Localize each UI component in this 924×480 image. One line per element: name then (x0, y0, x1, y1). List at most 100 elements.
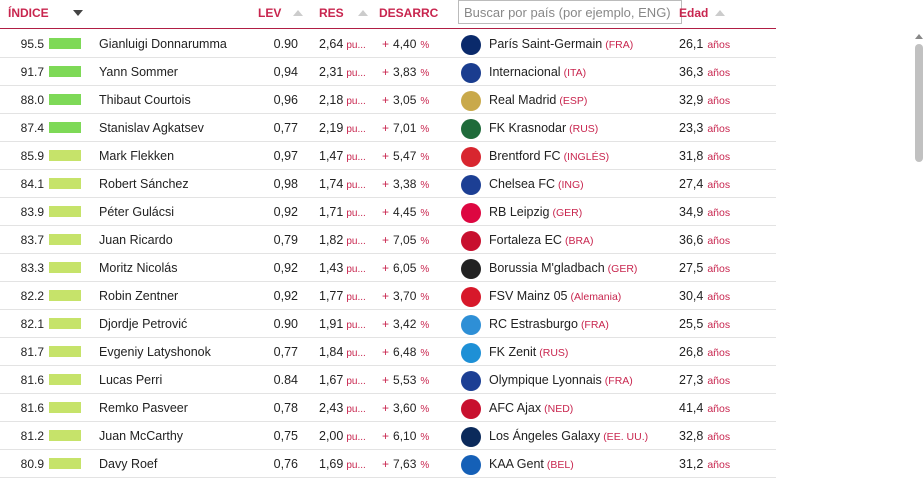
age-unit: años (707, 179, 731, 191)
table-row[interactable]: 81.6 Remko Pasveer 0,78 2,43 pu... +3,60%… (0, 394, 776, 422)
table-row[interactable]: 85.9 Mark Flekken 0,97 1,47 pu... +5,47% … (0, 142, 776, 170)
club-name: AFC Ajax (489, 401, 542, 415)
sort-edad-header[interactable]: Edad (679, 6, 726, 20)
sort-indice-header[interactable]: ÍNDICE (8, 6, 83, 20)
player-name[interactable]: Péter Gulácsi (99, 205, 175, 219)
club-name: KAA Gent (489, 457, 544, 471)
club-cell[interactable]: KAA Gent (BEL) (489, 457, 574, 471)
res-value: 2,18 (319, 93, 344, 107)
res-unit: pu... (346, 40, 366, 51)
lev-value: 0,97 (273, 149, 298, 163)
club-cell[interactable]: RC Estrasburgo (FRA) (489, 317, 609, 331)
club-cell[interactable]: Fortaleza EC (BRA) (489, 233, 594, 247)
club-cell[interactable]: Chelsea FC (ING) (489, 177, 584, 191)
player-name[interactable]: Robin Zentner (99, 289, 179, 303)
table-row[interactable]: 87.4 Stanislav Agkatsev 0,77 2,19 pu... +… (0, 114, 776, 142)
player-name[interactable]: Moritz Nicolás (99, 261, 178, 275)
club-country: (FRA) (604, 375, 633, 387)
desarrollo-cell: +6,05% (382, 261, 429, 275)
club-cell[interactable]: Los Ángeles Galaxy (EE. UU.) (489, 429, 648, 443)
table-row[interactable]: 81.2 Juan McCarthy 0,75 2,00 pu... +6,10%… (0, 422, 776, 450)
index-bar (49, 94, 81, 105)
club-cell[interactable]: Real Madrid (ESP) (489, 93, 587, 107)
age-cell: 27,3 años (679, 373, 730, 387)
res-cell: 1,91 pu... (319, 317, 366, 331)
table-row[interactable]: 80.9 Davy Roef 0,76 1,69 pu... +7,63% KAA… (0, 450, 776, 478)
player-name[interactable]: Remko Pasveer (99, 401, 188, 415)
index-bar (49, 38, 81, 49)
club-country: (EE. UU.) (603, 431, 649, 443)
res-unit: pu... (346, 124, 366, 135)
club-cell[interactable]: FK Krasnodar (RUS) (489, 121, 598, 135)
table-row[interactable]: 83.3 Moritz Nicolás 0,92 1,43 pu... +6,05… (0, 254, 776, 282)
table-row[interactable]: 91.7 Yann Sommer 0,94 2,31 pu... +3,83% I… (0, 58, 776, 86)
club-name: Borussia M'gladbach (489, 261, 605, 275)
player-name[interactable]: Evgeniy Latyshonok (99, 345, 211, 359)
des-value: 3,60 (393, 401, 417, 415)
club-name: FK Zenit (489, 345, 537, 359)
index-bar (49, 318, 81, 329)
club-cell[interactable]: RB Leipzig (GER) (489, 205, 582, 219)
des-unit: % (420, 460, 430, 471)
player-name[interactable]: Robert Sánchez (99, 177, 189, 191)
index-value: 83.7 (20, 233, 44, 247)
sort-lev-header[interactable]: LEV (258, 6, 304, 20)
table-row[interactable]: 88.0 Thibaut Courtois 0,96 2,18 pu... +3,… (0, 86, 776, 114)
age-cell: 30,4 años (679, 289, 730, 303)
vertical-scrollbar[interactable] (914, 34, 924, 478)
age-cell: 32,8 años (679, 429, 730, 443)
club-cell[interactable]: AFC Ajax (NED) (489, 401, 573, 415)
table-row[interactable]: 82.2 Robin Zentner 0,92 1,77 pu... +3,70%… (0, 282, 776, 310)
player-name[interactable]: Yann Sommer (99, 65, 178, 79)
country-search-input[interactable] (458, 0, 682, 24)
club-cell[interactable]: París Saint-Germain (FRA) (489, 37, 633, 51)
scrollbar-thumb[interactable] (915, 44, 923, 162)
table-row[interactable]: 82.1 Djordje Petrović 0.90 1,91 pu... +3,… (0, 310, 776, 338)
des-sign: + (382, 65, 390, 79)
index-value: 82.1 (20, 317, 44, 331)
club-cell[interactable]: FK Zenit (RUS) (489, 345, 568, 359)
table-row[interactable]: 81.6 Lucas Perri 0.84 1,67 pu... +5,53% O… (0, 366, 776, 394)
player-name[interactable]: Stanislav Agkatsev (99, 121, 204, 135)
table-row[interactable]: 84.1 Robert Sánchez 0,98 1,74 pu... +3,38… (0, 170, 776, 198)
table-row[interactable]: 95.5 Gianluigi Donnarumma 0.90 2,64 pu...… (0, 30, 776, 58)
desarrollo-cell: +7,63% (382, 457, 429, 471)
player-name[interactable]: Davy Roef (99, 457, 158, 471)
table-row[interactable]: 83.7 Juan Ricardo 0,79 1,82 pu... +7,05% … (0, 226, 776, 254)
club-cell[interactable]: FSV Mainz 05 (Alemania) (489, 289, 621, 303)
index-bar (49, 206, 81, 217)
res-value: 1,82 (319, 233, 344, 247)
sort-desarrollo-header[interactable]: DESARRC (379, 6, 438, 20)
res-unit: pu... (346, 152, 366, 163)
scroll-up-icon[interactable] (915, 34, 923, 39)
table-row[interactable]: 83.9 Péter Gulácsi 0,92 1,71 pu... +4,45%… (0, 198, 776, 226)
player-name[interactable]: Lucas Perri (99, 373, 163, 387)
player-name[interactable]: Gianluigi Donnarumma (99, 37, 227, 51)
lev-value: 0,77 (273, 345, 298, 359)
age-cell: 23,3 años (679, 121, 730, 135)
desarrollo-cell: +6,48% (382, 345, 429, 359)
club-cell[interactable]: Brentford FC (INGLÉS) (489, 149, 609, 163)
club-cell[interactable]: Borussia M'gladbach (GER) (489, 261, 637, 275)
player-name[interactable]: Thibaut Courtois (99, 93, 191, 107)
sort-res-header[interactable]: RES (319, 6, 368, 20)
res-value: 1,91 (319, 317, 344, 331)
lev-value: 0.90 (273, 317, 298, 331)
des-sign: + (382, 177, 390, 191)
player-name[interactable]: Mark Flekken (99, 149, 175, 163)
age-cell: 27,5 años (679, 261, 730, 275)
age-unit: años (707, 403, 731, 415)
club-cell[interactable]: Olympique Lyonnais (FRA) (489, 373, 633, 387)
player-name[interactable]: Djordje Petrović (99, 317, 188, 331)
age-unit: años (707, 319, 731, 331)
table-row[interactable]: 81.7 Evgeniy Latyshonok 0,77 1,84 pu... +… (0, 338, 776, 366)
club-name: Brentford FC (489, 149, 561, 163)
player-name[interactable]: Juan Ricardo (99, 233, 173, 247)
age-cell: 36,6 años (679, 233, 730, 247)
des-value: 3,42 (393, 317, 417, 331)
gent-logo-icon (461, 455, 481, 475)
desarrollo-cell: +7,05% (382, 233, 429, 247)
lyon-logo-icon (461, 371, 481, 391)
player-name[interactable]: Juan McCarthy (99, 429, 184, 443)
club-cell[interactable]: Internacional (ITA) (489, 65, 586, 79)
